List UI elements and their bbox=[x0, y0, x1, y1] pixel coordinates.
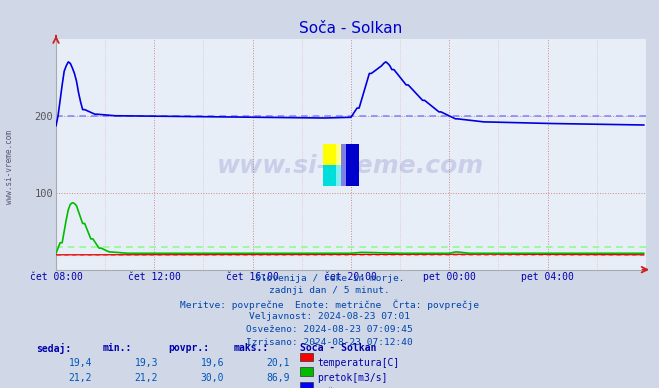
Text: sedaj:: sedaj: bbox=[36, 343, 71, 354]
Text: Izrisano: 2024-08-23 07:12:40: Izrisano: 2024-08-23 07:12:40 bbox=[246, 338, 413, 346]
Text: min.:: min.: bbox=[102, 343, 132, 353]
Text: 21,2: 21,2 bbox=[69, 373, 92, 383]
Text: 20,1: 20,1 bbox=[266, 358, 290, 368]
Text: Veljavnost: 2024-08-23 07:01: Veljavnost: 2024-08-23 07:01 bbox=[249, 312, 410, 321]
Bar bbox=[341, 144, 359, 186]
Text: zadnji dan / 5 minut.: zadnji dan / 5 minut. bbox=[269, 286, 390, 295]
Text: 19,4: 19,4 bbox=[69, 358, 92, 368]
Bar bbox=[323, 144, 341, 165]
Text: temperatura[C]: temperatura[C] bbox=[317, 358, 399, 368]
Text: 19,6: 19,6 bbox=[200, 358, 224, 368]
Text: Soča - Solkan: Soča - Solkan bbox=[300, 343, 376, 353]
Text: pretok[m3/s]: pretok[m3/s] bbox=[317, 373, 387, 383]
Text: 86,9: 86,9 bbox=[266, 373, 290, 383]
Text: 30,0: 30,0 bbox=[200, 373, 224, 383]
Text: www.si-vreme.com: www.si-vreme.com bbox=[217, 154, 484, 178]
Text: www.si-vreme.com: www.si-vreme.com bbox=[5, 130, 14, 204]
Text: Slovenija / reke in morje.: Slovenija / reke in morje. bbox=[255, 274, 404, 282]
Title: Soča - Solkan: Soča - Solkan bbox=[299, 21, 403, 36]
Text: 19,3: 19,3 bbox=[134, 358, 158, 368]
Text: Meritve: povprečne  Enote: metrične  Črta: povprečje: Meritve: povprečne Enote: metrične Črta:… bbox=[180, 299, 479, 310]
Text: povpr.:: povpr.: bbox=[168, 343, 209, 353]
Text: 21,2: 21,2 bbox=[134, 373, 158, 383]
Text: maks.:: maks.: bbox=[234, 343, 269, 353]
Text: Osveženo: 2024-08-23 07:09:45: Osveženo: 2024-08-23 07:09:45 bbox=[246, 325, 413, 334]
Polygon shape bbox=[335, 144, 347, 186]
Bar bbox=[323, 165, 341, 186]
